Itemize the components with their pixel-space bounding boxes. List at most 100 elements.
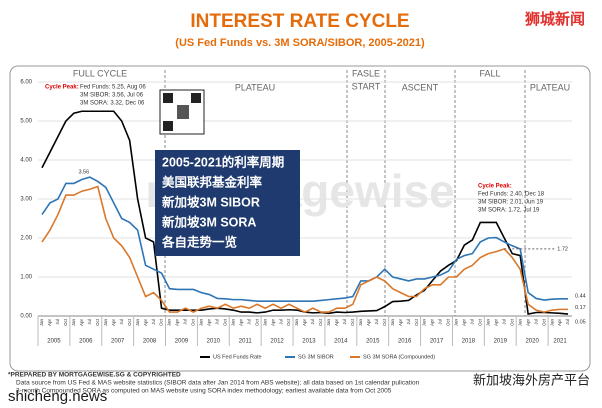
frame [9, 65, 591, 372]
x-tick-label: Oct [382, 318, 387, 326]
x-tick-label: Apr [334, 319, 339, 327]
year-label: 2013 [302, 339, 316, 345]
x-tick-label: Jul [278, 319, 283, 325]
x-tick-label: Jul [533, 319, 538, 325]
x-tick-label: Oct [222, 318, 227, 326]
peak-note: 3M SORA: 1.72, Jul 19 [478, 208, 540, 214]
x-tick-label: Jan [358, 319, 363, 327]
phase-label: PLATEAU [235, 82, 275, 92]
x-tick-label: Apr [270, 319, 275, 327]
chart-title: INTEREST RATE CYCLE [190, 11, 409, 32]
x-tick-label: Jan [262, 319, 267, 327]
x-tick-label: Apr [207, 319, 212, 327]
peak-note: Cycle Peak: [478, 184, 512, 190]
x-tick-label: Apr [557, 319, 562, 327]
x-tick-label: Jan [294, 319, 299, 327]
phase-label: START [352, 81, 381, 91]
year-label: 2017 [430, 339, 444, 345]
x-tick-label: Jan [199, 319, 204, 327]
y-tick-label: 5.00 [20, 119, 32, 125]
x-tick-label: Jan [230, 319, 235, 327]
x-tick-label: Oct [414, 318, 419, 326]
x-tick-label: Oct [191, 318, 196, 326]
year-label: 2011 [239, 339, 253, 345]
x-tick-label: Jan [454, 319, 459, 327]
x-tick-label: Jan [71, 319, 76, 327]
x-tick-label: Oct [63, 318, 68, 326]
overlay-text: 新加坡3M SORA [162, 214, 256, 229]
peak-note: 3M SIBOR: 2.01, Jun 19 [478, 200, 544, 206]
overlay-text: 新加坡3M SIBOR [162, 194, 260, 209]
y-tick-label: 2.00 [20, 236, 32, 242]
year-label: 2020 [525, 339, 539, 345]
phase-label: FALL [479, 68, 500, 78]
x-tick-label: Jan [486, 319, 491, 327]
x-tick-label: Apr [238, 319, 243, 327]
x-tick-label: Apr [79, 319, 84, 327]
x-tick-label: Oct [478, 318, 483, 326]
x-tick-label: Jan [517, 319, 522, 327]
phase-label: FULL CYCLE [73, 68, 127, 78]
x-tick-label: Jul [501, 319, 506, 325]
overlay-text: 2005-2021的利率周期 [162, 154, 284, 169]
x-tick-label: Oct [509, 318, 514, 326]
overlay-box [155, 150, 300, 256]
x-tick-label: Apr [302, 319, 307, 327]
year-label: 2019 [494, 339, 508, 345]
x-tick-label: Jan [390, 319, 395, 327]
x-tick-label: Jul [438, 319, 443, 325]
series-line [41, 185, 569, 313]
x-tick-label: Oct [541, 318, 546, 326]
year-label: 2007 [111, 339, 125, 345]
x-tick-label: Jul [151, 319, 156, 325]
phase-label: FASLE [352, 68, 380, 78]
x-tick-label: Jul [470, 319, 475, 325]
peak-value-label: 3.56 [78, 170, 89, 176]
year-label: 2009 [175, 339, 189, 345]
year-label: 2016 [398, 339, 412, 345]
qr-block [163, 121, 173, 131]
end-value-label: 0.44 [575, 293, 586, 299]
x-tick-label: Jan [549, 319, 554, 327]
x-tick-label: Apr [143, 319, 148, 327]
x-tick-label: Jan [135, 319, 140, 327]
year-label: 2018 [462, 339, 476, 345]
year-label: 2012 [270, 339, 284, 345]
series-line [41, 176, 569, 302]
x-tick-label: Apr [47, 319, 52, 327]
x-tick-label: Jan [326, 319, 331, 327]
y-tick-label: 6.00 [20, 80, 32, 86]
x-tick-label: Apr [398, 319, 403, 327]
x-tick-label: Jul [215, 319, 220, 325]
x-tick-label: Jul [565, 319, 570, 325]
x-tick-label: Oct [127, 318, 132, 326]
year-label: 2014 [334, 339, 348, 345]
legend: US Fed Funds Rate SG 3M SIBOR SG 3M SORA (… [200, 354, 435, 360]
x-tick-label: Jul [310, 319, 315, 325]
end-value-label: 0.17 [575, 305, 586, 311]
year-label: 2010 [207, 339, 221, 345]
year-label: 2008 [143, 339, 157, 345]
x-tick-label: Jul [406, 319, 411, 325]
x-tick-label: Jul [87, 319, 92, 325]
year-label: 2005 [47, 339, 61, 345]
qr-block [163, 93, 173, 103]
x-tick-label: Apr [111, 319, 116, 327]
phase-label: PLATEAU [530, 82, 570, 92]
chart-subtitle: (US Fed Funds vs. 3M SORA/SIBOR, 2005-20… [175, 37, 425, 49]
x-tick-label: Jul [119, 319, 124, 325]
overlay-text: 各自走势一览 [161, 234, 237, 249]
platform-watermark: 新加坡海外房产平台 [473, 372, 590, 387]
x-tick-label: Oct [318, 318, 323, 326]
peak-note: Cycle Peak: [45, 85, 79, 91]
qr-block [177, 105, 189, 119]
x-tick-label: Oct [446, 318, 451, 326]
legend-label: SG 3M SIBOR [298, 354, 334, 360]
year-label: 2015 [366, 339, 380, 345]
brand: 狮城新闻 [524, 10, 585, 28]
y-tick-label: 0.00 [20, 314, 32, 320]
peak-note: 3M SORA: 3.32, Dec 06 [80, 101, 145, 107]
